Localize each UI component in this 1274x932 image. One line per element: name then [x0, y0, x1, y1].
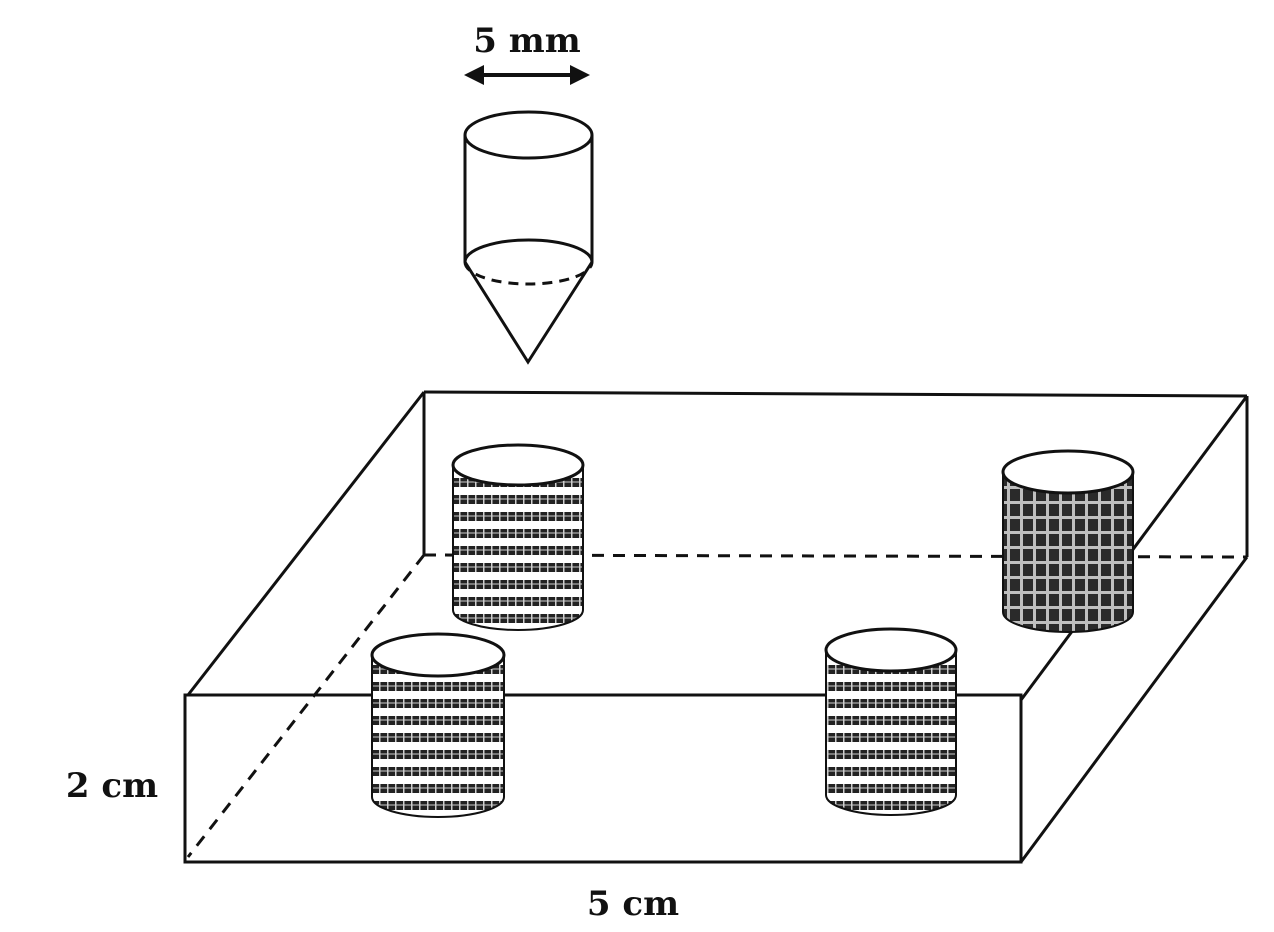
diameter-dimension: 5 mm — [464, 21, 590, 85]
scaffold-cylinder-back-left — [451, 443, 585, 631]
diameter-label: 5 mm — [473, 21, 580, 61]
scaffold-cylinder-front-left — [370, 632, 506, 818]
scaffold-cylinder-back-right — [1001, 449, 1135, 633]
height-label: 2 cm — [66, 766, 158, 806]
width-label: 5 cm — [587, 884, 679, 924]
scaffold-cylinder-front-right — [824, 627, 958, 816]
print-nozzle — [463, 110, 594, 365]
